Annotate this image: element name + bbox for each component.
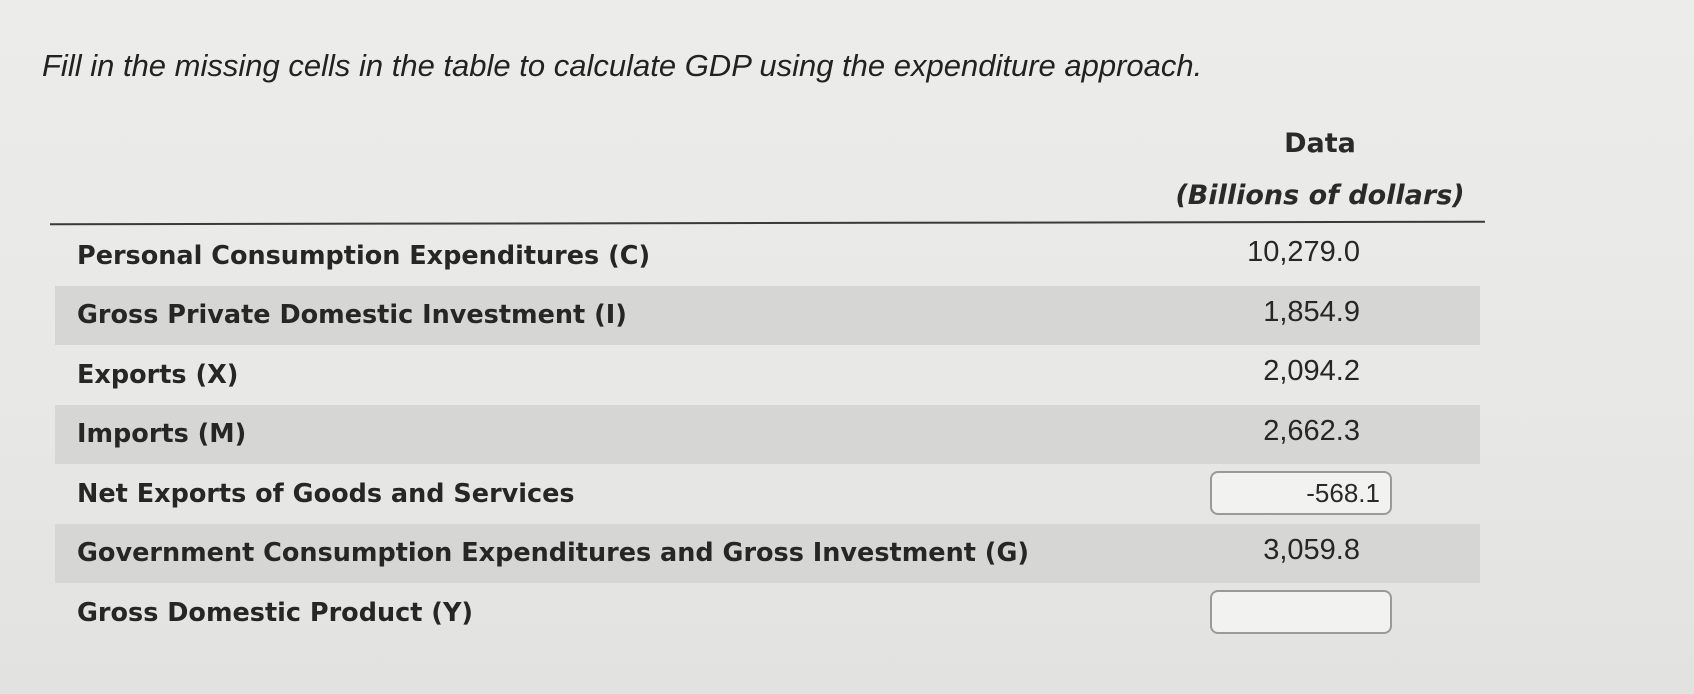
table-row-consumption: Personal Consumption Expenditures (C) 10… [55,226,1480,286]
net-exports-input[interactable] [1210,471,1392,515]
column-header-units: (Billions of dollars) [1175,180,1465,211]
row-value-government: 3,059.8 [1263,533,1360,566]
row-value-investment: 1,854.9 [1263,295,1360,328]
row-value-imports: 2,662.3 [1263,414,1360,447]
table-row-government: Government Consumption Expenditures and … [55,523,1480,583]
row-label-imports: Imports (M) [77,419,247,450]
instruction-text: Fill in the missing cells in the table t… [42,48,1203,83]
row-label-net-exports: Net Exports of Goods and Services [77,478,575,509]
row-label-consumption: Personal Consumption Expenditures (C) [77,240,651,271]
row-label-exports: Exports (X) [77,359,239,390]
row-label-government: Government Consumption Expenditures and … [77,538,1030,569]
column-header-data: Data [1284,128,1356,159]
row-value-consumption: 10,279.0 [1247,236,1360,268]
table-row-investment: Gross Private Domestic Investment (I) 1,… [55,285,1480,345]
header-divider [49,220,1486,226]
table-row-net-exports: Net Exports of Goods and Services [55,464,1480,524]
gdp-input[interactable] [1210,590,1392,634]
row-label-investment: Gross Private Domestic Investment (I) [77,300,627,331]
gdp-table: Personal Consumption Expenditures (C) 10… [55,226,1480,643]
table-row-exports: Exports (X) 2,094.2 [55,345,1480,405]
row-label-gdp: Gross Domestic Product (Y) [77,597,474,628]
table-row-imports: Imports (M) 2,662.3 [55,404,1480,464]
row-value-exports: 2,094.2 [1263,355,1360,387]
table-row-gdp: Gross Domestic Product (Y) [55,583,1480,643]
